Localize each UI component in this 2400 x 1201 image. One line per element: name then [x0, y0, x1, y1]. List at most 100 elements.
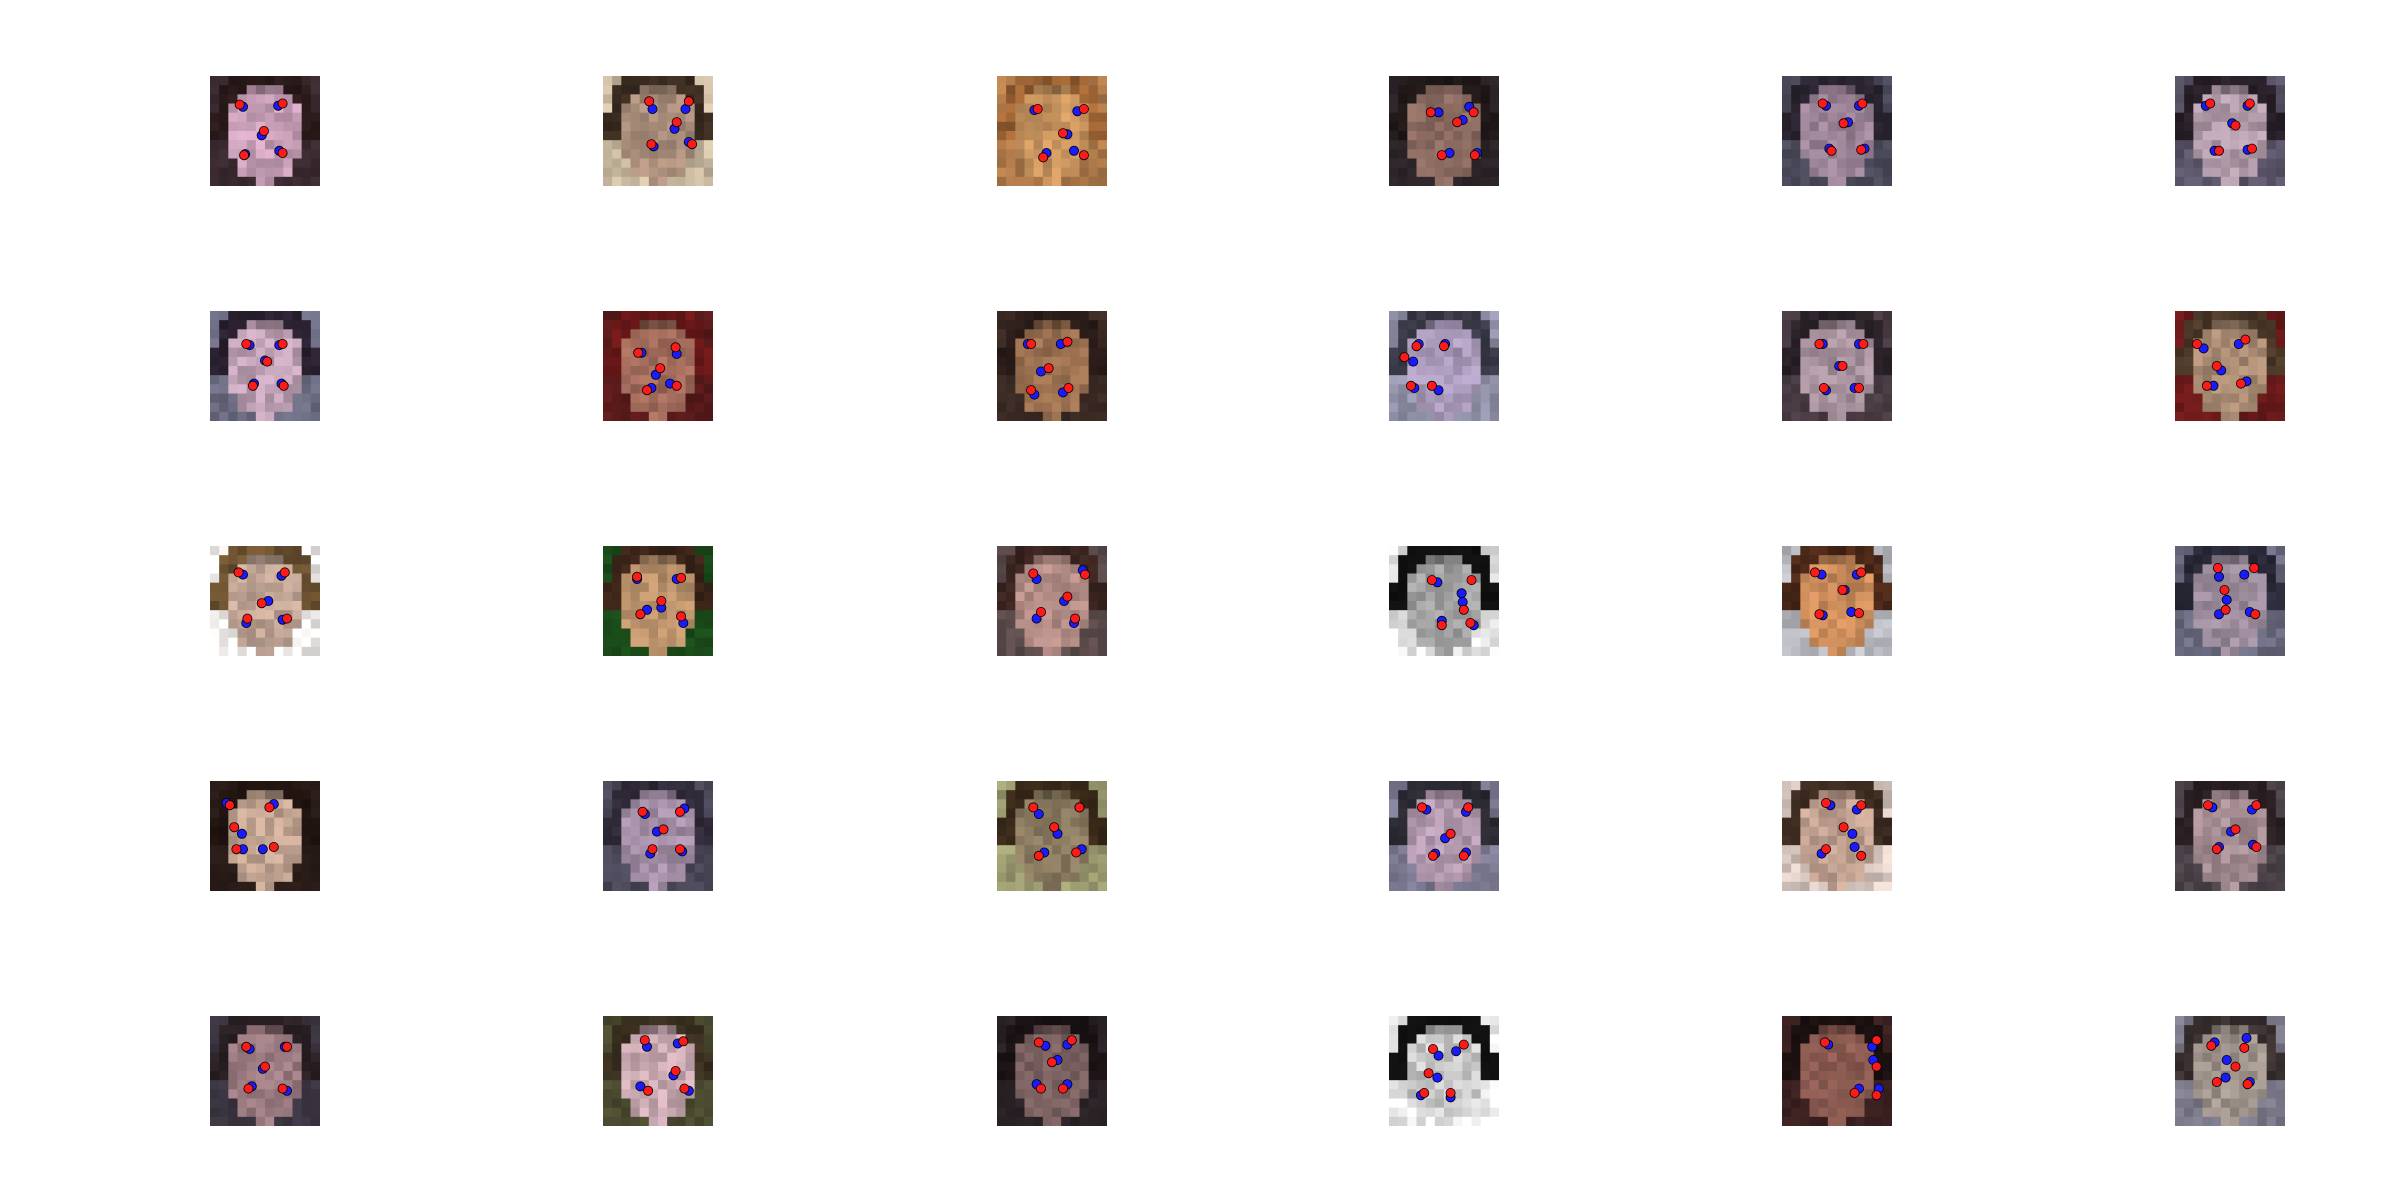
- landmark-marker-red: [675, 806, 686, 817]
- face-pixels: [1782, 781, 1892, 891]
- landmark-marker-red: [282, 613, 293, 624]
- landmark-marker-red: [2211, 1077, 2222, 1088]
- face-image: [1389, 546, 1499, 656]
- landmark-marker-red: [1469, 150, 1480, 161]
- landmark-marker-red: [2220, 604, 2231, 615]
- landmark-marker-red: [1452, 117, 1463, 128]
- landmark-marker-red: [1871, 1090, 1882, 1101]
- landmark-marker-red: [1428, 1043, 1439, 1054]
- landmark-marker-red: [1078, 150, 1089, 161]
- landmark-marker-red: [1814, 338, 1825, 349]
- landmark-marker-red: [1838, 118, 1849, 129]
- face-pixels: [603, 546, 713, 656]
- landmark-marker-red: [1425, 107, 1436, 118]
- landmark-marker-blue: [1451, 1046, 1462, 1057]
- landmark-marker-red: [2205, 98, 2216, 109]
- face-image: [2175, 1016, 2285, 1126]
- landmark-marker-red: [256, 598, 267, 609]
- landmark-marker-red: [1468, 107, 1479, 118]
- landmark-marker-blue: [2214, 571, 2225, 582]
- landmark-marker-red: [2244, 98, 2255, 109]
- face-pixels: [1782, 546, 1892, 656]
- landmark-marker-red: [2214, 145, 2225, 156]
- landmark-marker-red: [1416, 802, 1427, 813]
- face-thumbnail: [997, 781, 1107, 891]
- face-image: [603, 76, 713, 186]
- landmark-marker-red: [646, 139, 657, 150]
- landmark-marker-red: [279, 567, 290, 578]
- face-pixels: [210, 1016, 320, 1126]
- face-image: [2175, 781, 2285, 891]
- face-thumbnail: [603, 311, 713, 421]
- face-image: [2175, 311, 2285, 421]
- landmark-marker-red: [1058, 128, 1069, 139]
- landmark-marker-red: [1458, 1039, 1469, 1050]
- landmark-marker-red: [233, 567, 244, 578]
- landmark-marker-red: [671, 380, 682, 391]
- landmark-marker-red: [2249, 562, 2260, 573]
- landmark-marker-red: [277, 1083, 288, 1094]
- landmark-marker-red: [1063, 383, 1074, 394]
- face-pixels: [997, 781, 1107, 891]
- landmark-marker-red: [229, 822, 240, 833]
- face-thumbnail: [997, 76, 1107, 186]
- face-pixels: [210, 781, 320, 891]
- landmark-marker-red: [1033, 1037, 1044, 1048]
- face-pixels: [997, 311, 1107, 421]
- landmark-marker-red: [671, 117, 682, 128]
- landmark-marker-red: [1436, 620, 1447, 631]
- landmark-marker-blue: [257, 844, 268, 855]
- landmark-marker-red: [1826, 145, 1837, 156]
- face-thumbnail: [1782, 1016, 1892, 1126]
- landmark-marker-red: [2211, 361, 2222, 372]
- landmark-marker-red: [670, 1066, 681, 1077]
- face-image: [210, 781, 320, 891]
- landmark-marker-red: [1426, 575, 1437, 586]
- landmark-marker-red: [242, 613, 253, 624]
- landmark-marker-red: [2206, 1040, 2217, 1051]
- face-thumbnail: [1389, 546, 1499, 656]
- landmark-marker-red: [1858, 338, 1869, 349]
- landmark-marker-red: [1071, 847, 1082, 858]
- landmark-marker-red: [1043, 363, 1054, 374]
- face-image: [210, 311, 320, 421]
- face-image: [1782, 546, 1892, 656]
- face-thumbnail: [2175, 781, 2285, 891]
- face-thumbnail: [603, 76, 713, 186]
- landmark-marker-red: [1428, 850, 1439, 861]
- landmark-marker-red: [1821, 797, 1832, 808]
- landmark-marker-red: [231, 844, 242, 855]
- landmark-marker-red: [1871, 1035, 1882, 1046]
- landmark-marker-red: [687, 139, 698, 150]
- landmark-marker-red: [2202, 800, 2213, 811]
- landmark-marker-red: [655, 363, 666, 374]
- landmark-marker-red: [1837, 361, 1848, 372]
- landmark-marker-red: [1466, 575, 1477, 586]
- face-pixels: [1782, 76, 1892, 186]
- landmark-marker-red: [1070, 613, 1081, 624]
- face-image: [603, 546, 713, 656]
- face-pixels: [210, 76, 320, 186]
- landmark-marker-blue: [2239, 569, 2250, 580]
- face-thumbnail: [1782, 76, 1892, 186]
- landmark-marker-red: [277, 148, 288, 159]
- face-image: [210, 76, 320, 186]
- landmark-marker-red: [1821, 844, 1832, 855]
- landmark-marker-red: [1426, 380, 1437, 391]
- face-thumbnail: [210, 1016, 320, 1126]
- face-thumbnail: [210, 781, 320, 891]
- landmark-marker-red: [1856, 567, 1867, 578]
- landmark-marker-red: [1026, 385, 1037, 396]
- landmark-marker-red: [258, 126, 269, 137]
- landmark-marker-red: [643, 1085, 654, 1096]
- landmark-marker-blue: [635, 1081, 646, 1092]
- face-image: [603, 311, 713, 421]
- landmark-marker-red: [675, 844, 686, 855]
- landmark-marker-red: [1819, 1037, 1830, 1048]
- landmark-marker-blue: [1456, 588, 1467, 599]
- landmark-marker-blue: [2221, 594, 2232, 605]
- landmark-marker-blue: [1033, 808, 1044, 819]
- landmark-marker-red: [679, 1083, 690, 1094]
- landmark-marker-red: [1465, 618, 1476, 629]
